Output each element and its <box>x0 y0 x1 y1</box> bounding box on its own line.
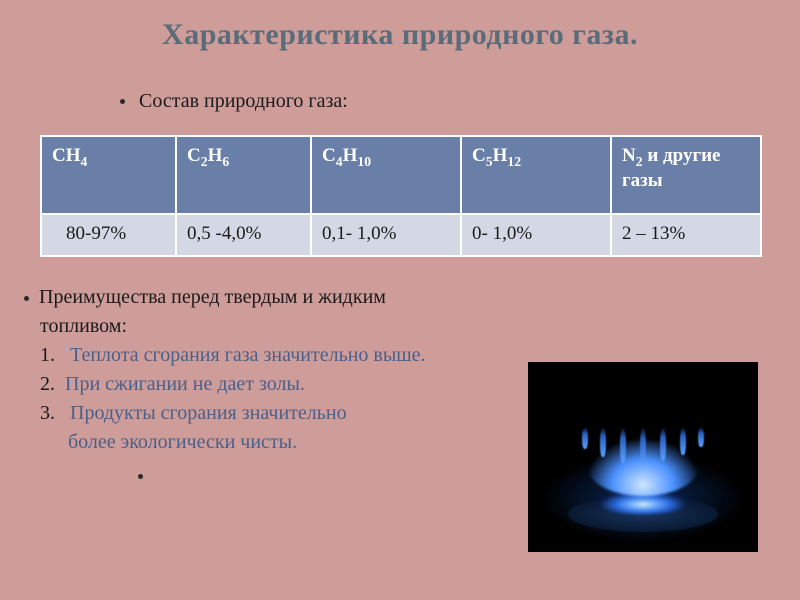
cell-c5h12: 0- 1,0% <box>461 214 611 256</box>
advantages-heading: Преимущества перед твердым и жидким <box>40 283 800 312</box>
cell-n2: 2 – 13% <box>611 214 761 256</box>
page-title: Характеристика природного газа. <box>0 0 800 52</box>
subtitle-row: Состав природного газа: <box>120 90 800 113</box>
cell-c4h10: 0,1- 1,0% <box>311 214 461 256</box>
col-n2-other: N2 и другие газы <box>611 136 761 214</box>
bullet-icon <box>120 99 125 104</box>
gas-flame-image <box>528 362 758 552</box>
composition-subtitle: Состав природного газа: <box>139 90 348 112</box>
composition-table: CH4 C2H6 C4H10 C5H12 N2 и другие газы 80… <box>40 135 762 257</box>
flame-tips <box>528 427 758 467</box>
table-row: 80-97% 0,5 -4,0% 0,1- 1,0% 0- 1,0% 2 – 1… <box>41 214 761 256</box>
bullet-icon <box>138 474 143 479</box>
advantages-heading-line2: топливом: <box>40 312 800 341</box>
col-c5h12: C5H12 <box>461 136 611 214</box>
cell-c2h6: 0,5 -4,0% <box>176 214 311 256</box>
cell-ch4: 80-97% <box>41 214 176 256</box>
bullet-icon <box>24 296 29 301</box>
col-ch4: CH4 <box>41 136 176 214</box>
col-c2h6: C2H6 <box>176 136 311 214</box>
col-c4h10: C4H10 <box>311 136 461 214</box>
table-header-row: CH4 C2H6 C4H10 C5H12 N2 и другие газы <box>41 136 761 214</box>
